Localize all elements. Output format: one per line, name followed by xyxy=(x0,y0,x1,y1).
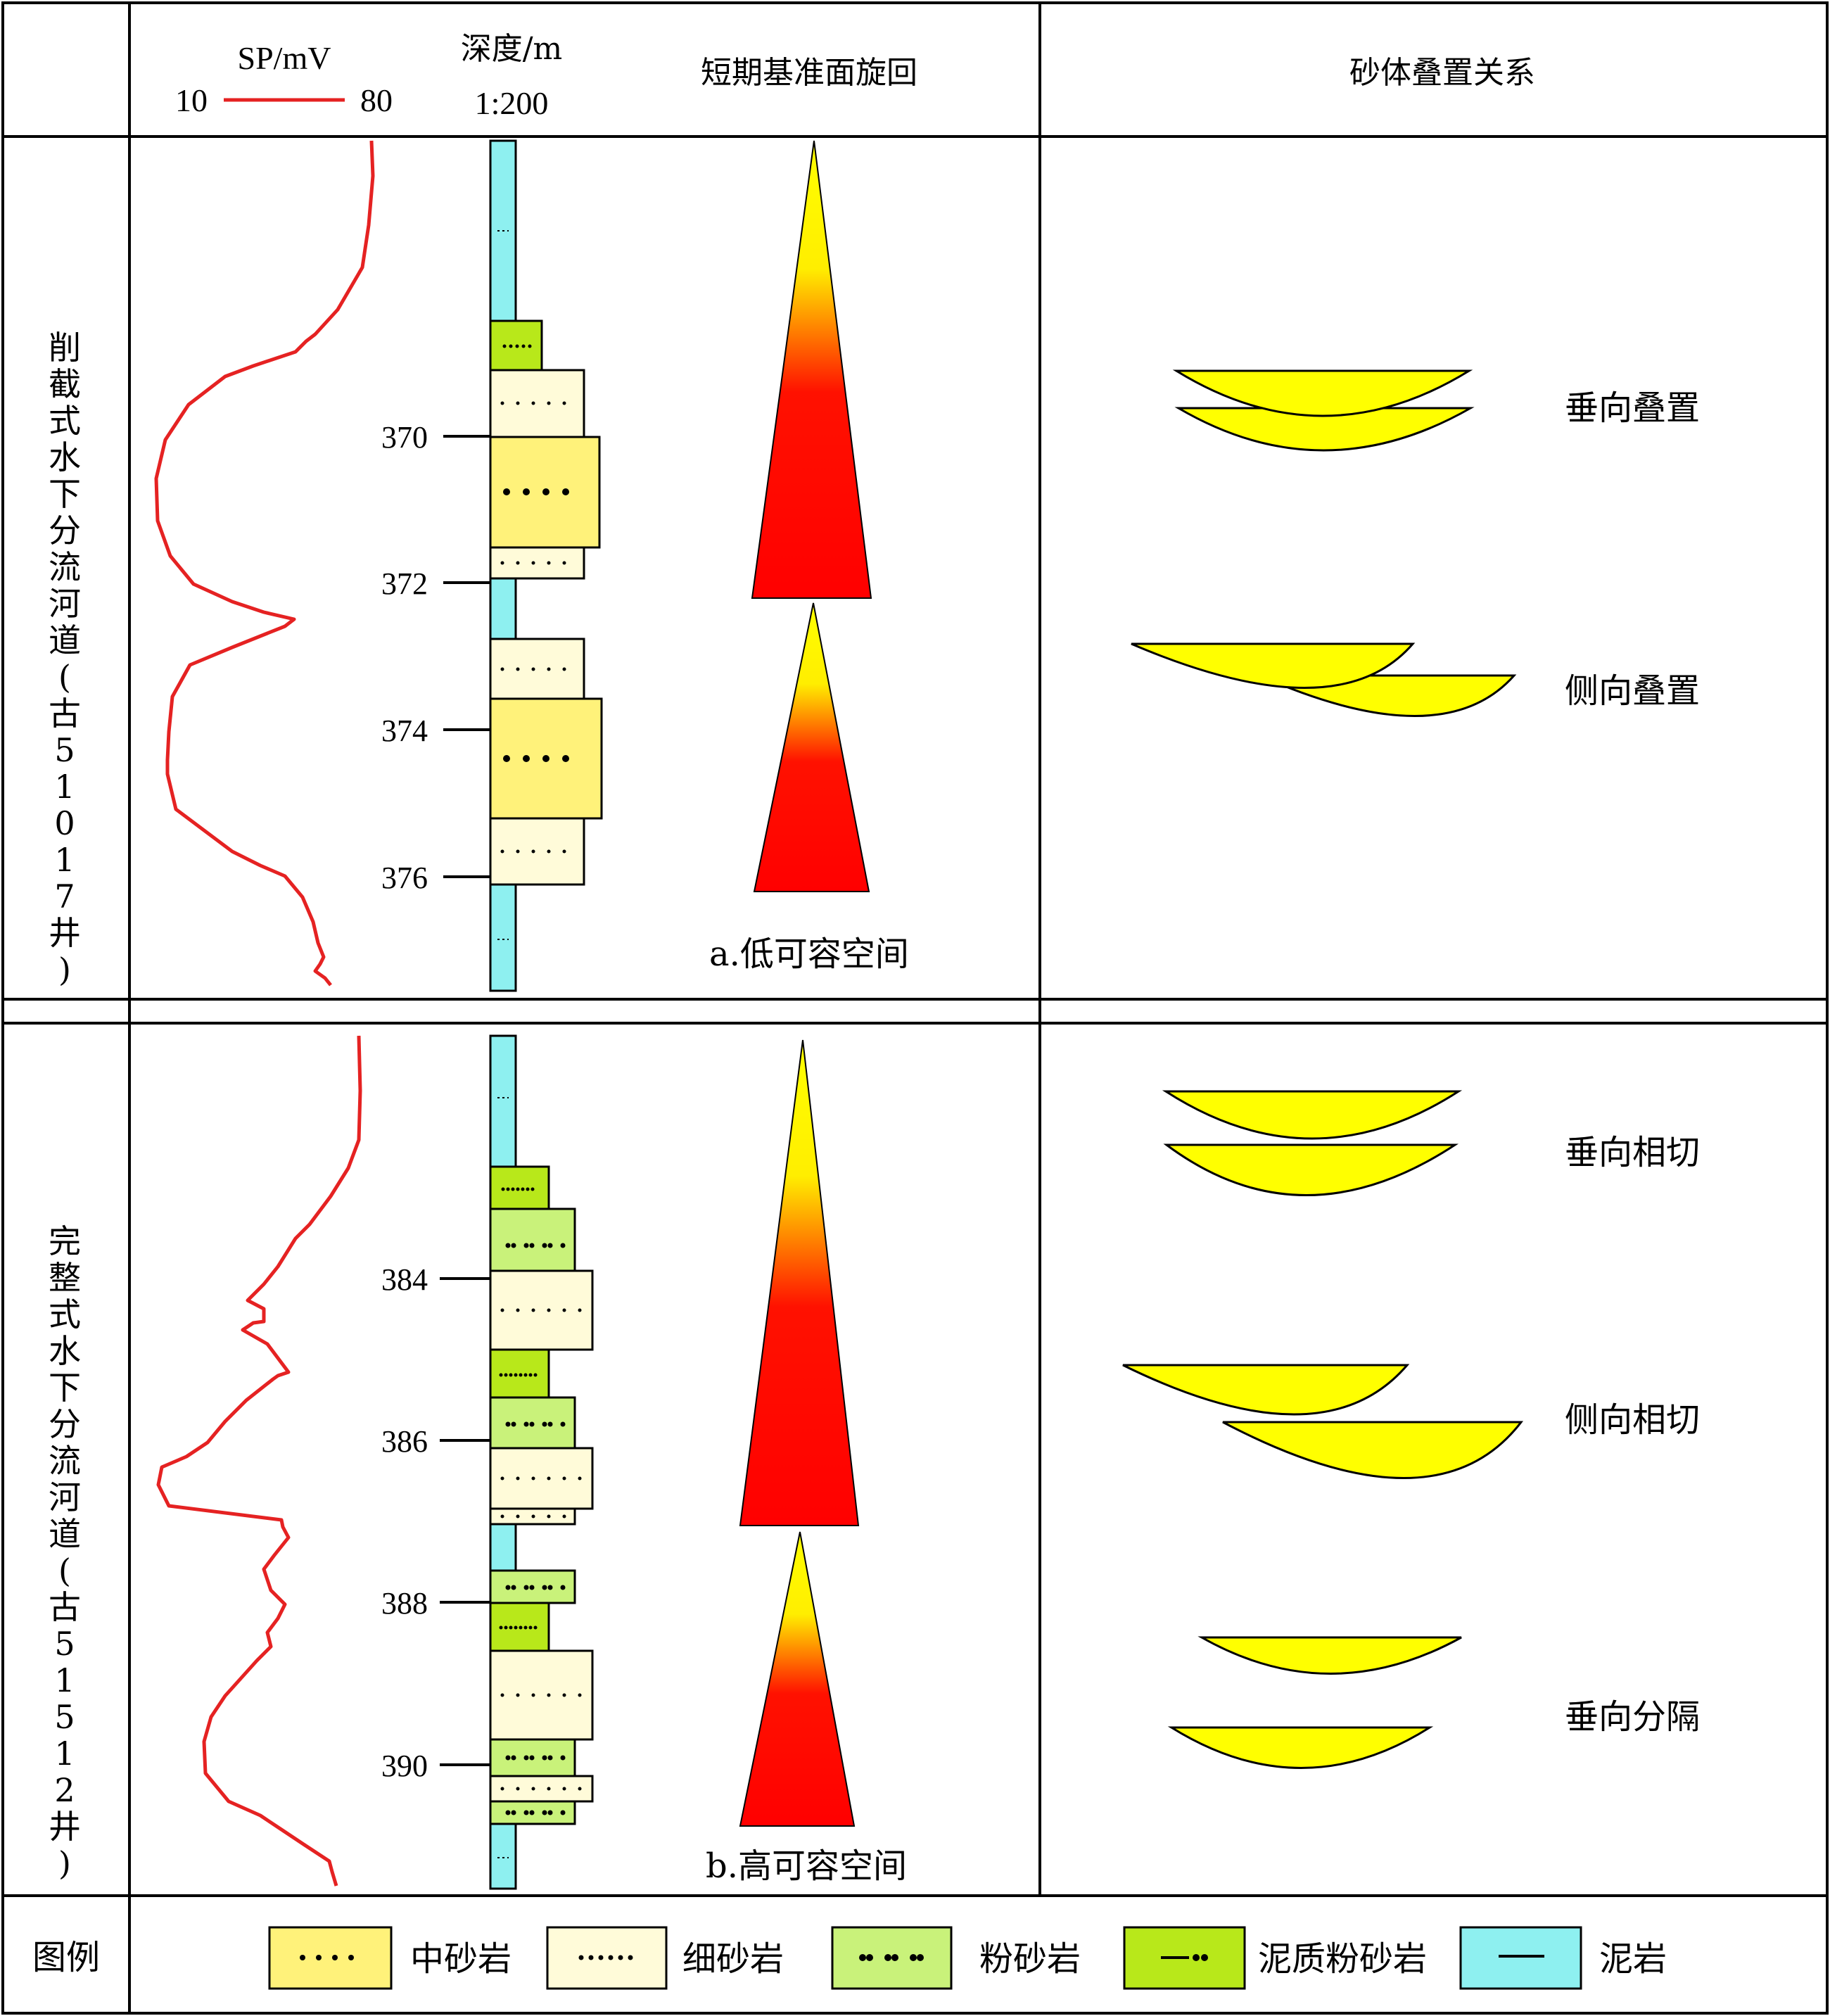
relation-label: 侧向相切 xyxy=(1565,1400,1700,1440)
panel-b: 384 386 388 390 b.高可容空间 垂向相切 侧向相切 垂向分隔 xyxy=(156,1034,1700,1890)
relation-label: 垂向叠置 xyxy=(1565,388,1700,428)
depth-tick-label: 386 xyxy=(381,1424,428,1459)
scale-label: 1:200 xyxy=(475,85,549,121)
legend-label: 中砂岩 xyxy=(410,1939,511,1979)
legend: 图例 中砂岩 细砂岩 粉砂岩 泥质粉砂岩 泥岩 xyxy=(32,1926,1667,1990)
sand-lens xyxy=(1222,1421,1524,1479)
base-level-cycle xyxy=(753,602,870,892)
muddy-silt-bed xyxy=(489,1165,550,1210)
legend-title: 图例 xyxy=(32,1938,100,1977)
panel-a-caption: a.低可容空间 xyxy=(709,934,909,974)
panel-b-caption: b.高可容空间 xyxy=(706,1846,907,1886)
siltstone-bed xyxy=(489,1207,576,1272)
legend-swatch-fine-sand xyxy=(546,1926,668,1990)
depth-tick-label: 372 xyxy=(381,566,428,601)
legend-label: 泥岩 xyxy=(1599,1939,1667,1979)
depth-tick-label: 390 xyxy=(381,1749,428,1783)
sand-lens xyxy=(1172,369,1473,417)
sp-curve-a xyxy=(154,140,375,987)
sp-max-label: 80 xyxy=(360,82,393,118)
panel-a: 370 372 374 376 a.低可容空间 垂向叠置 侧向叠置 xyxy=(154,139,1700,992)
fine-sand-bed xyxy=(489,817,585,886)
muddy-silt-bed xyxy=(489,319,543,372)
sand-column-title: 砂体叠置关系 xyxy=(1349,55,1535,91)
relation-label: 垂向相切 xyxy=(1565,1133,1700,1172)
relation-label: 垂向分隔 xyxy=(1565,1697,1700,1737)
legend-swatch-mudstone xyxy=(1459,1926,1582,1990)
legend-swatch-medium-sand xyxy=(268,1926,393,1990)
base-level-cycle xyxy=(751,140,872,599)
depth-tick-label: 370 xyxy=(381,420,428,455)
sp-min-label: 10 xyxy=(175,82,208,118)
sand-lenses-a xyxy=(1131,369,1517,717)
fine-sand-bed xyxy=(489,546,585,580)
legend-label: 泥质粉砂岩 xyxy=(1258,1939,1427,1979)
depth-ticks-a: 370 372 374 376 xyxy=(381,420,490,895)
depth-tick-label: 374 xyxy=(381,714,428,748)
legend-label: 粉砂岩 xyxy=(979,1939,1081,1979)
depth-tick-label: 376 xyxy=(381,861,428,895)
relation-label: 侧向叠置 xyxy=(1565,671,1700,711)
fine-sand-bed xyxy=(489,369,585,438)
legend-label: 细砂岩 xyxy=(682,1939,784,1979)
sand-lens xyxy=(1167,1726,1434,1769)
cycle-column-title: 短期基准面旋回 xyxy=(701,55,917,91)
panel-a-side-label: 削截式水下分流河道(古 5 1 0 1 7 井) xyxy=(49,329,81,989)
sand-lenses-b xyxy=(1122,1090,1524,1769)
lithology-blocks-b xyxy=(489,1165,594,1825)
panel-b-side-label: 完整式水下分流河道(古 5 1 5 1 2 井) xyxy=(49,1222,81,1882)
sand-lens xyxy=(1122,1364,1410,1416)
sand-lens xyxy=(1162,1090,1463,1140)
fine-sand-bed xyxy=(489,1775,594,1803)
sand-lens xyxy=(1197,1636,1462,1675)
fine-sand-bed xyxy=(489,1649,594,1741)
depth-tick-label: 388 xyxy=(381,1586,428,1621)
sp-curve-b xyxy=(156,1035,362,1887)
depth-axis-label: 深度/m xyxy=(461,31,563,67)
depth-ticks-b: 384 386 388 390 xyxy=(381,1262,490,1783)
sand-lens xyxy=(1174,407,1475,452)
header: SP/mV 10 80 深度/m 1:200 短期基准面旋回 砂体叠置关系 xyxy=(175,31,1535,121)
base-level-cycle xyxy=(739,1531,856,1827)
sp-axis-label: SP/mV xyxy=(238,40,331,76)
base-level-cycle xyxy=(739,1039,860,1526)
lithology-dots-a xyxy=(500,344,569,854)
sand-lens xyxy=(1163,1143,1459,1196)
lithology-dots-b xyxy=(499,1187,582,1815)
depth-tick-label: 384 xyxy=(381,1262,428,1297)
fine-sand-bed xyxy=(489,1269,594,1351)
sand-lens xyxy=(1131,642,1416,689)
fine-sand-bed xyxy=(489,1447,594,1510)
fine-sand-bed xyxy=(489,638,585,700)
